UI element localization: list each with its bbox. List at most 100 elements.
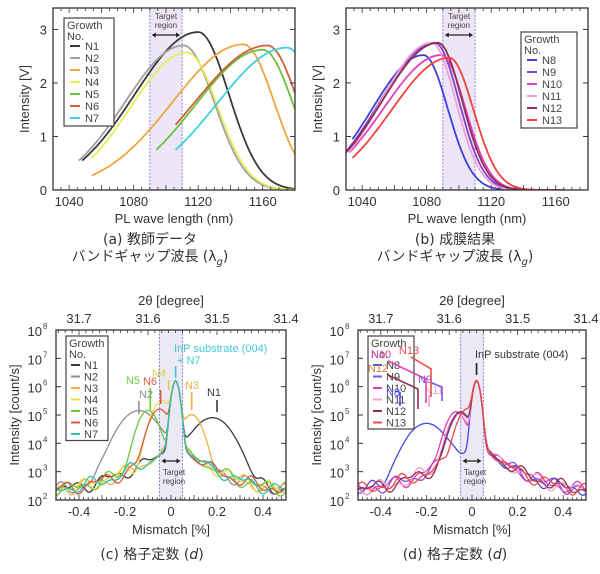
series-line-N13 (358, 379, 586, 496)
y-tick-label: 10 (330, 381, 344, 396)
x-tick-label: 0.2 (208, 504, 226, 519)
annotation-marker (410, 356, 432, 397)
annotation-N4: N4 (152, 368, 166, 380)
legend-title: No. (524, 45, 541, 57)
legend-label-N1: N1 (85, 41, 99, 53)
legend-label-N10: N10 (542, 79, 562, 91)
y-tick-exponent: 3 (43, 464, 48, 473)
target-arrow-head (462, 458, 482, 464)
y-tick-label: 2 (40, 76, 47, 91)
annotation-InP-substrate-004-: InP substrate (004) (174, 343, 267, 355)
target-region (460, 330, 484, 500)
legend-label-N4: N4 (85, 77, 99, 89)
caption-d-var: d (492, 547, 502, 563)
legend-title: Growth (67, 20, 102, 32)
caption-d: (d) 格子定数 (d) (305, 547, 600, 564)
annotation-N10: N10 (371, 349, 391, 361)
y-tick-exponent: 4 (43, 435, 48, 444)
y-axis-label: Intensity [count/s] (309, 364, 324, 465)
caption-c: (c) 格子定数 (d) (2, 547, 302, 564)
x-tick-label: -0.2 (415, 504, 437, 519)
x-tick-label: 1040 (348, 194, 377, 209)
legend-label-N6: N6 (84, 418, 98, 430)
target-label: region (448, 21, 470, 30)
x-tick-label: 1120 (184, 194, 212, 209)
y-tick-label: 10 (330, 352, 344, 367)
y-tick-label: 10 (330, 437, 344, 452)
annotation-N12: N12 (368, 363, 388, 375)
x-tick-label: 1080 (119, 194, 148, 209)
x-tick-label: 1160 (249, 194, 277, 209)
caption-a-text: バンドギャップ波長 (λ (71, 249, 217, 265)
legend-label-N8: N8 (386, 360, 400, 372)
top-x-tick-label: 31.7 (368, 311, 393, 326)
legend-label-N3: N3 (84, 383, 98, 395)
target-region (159, 330, 183, 500)
legend-label-N7: N7 (85, 113, 99, 125)
legend-label-N12: N12 (542, 103, 562, 115)
top-x-tick-label: 31.6 (135, 311, 160, 326)
y-tick-label: 3 (333, 22, 340, 37)
legend-label-N10: N10 (386, 383, 406, 395)
y-tick-exponent: 7 (43, 350, 48, 359)
x-tick-label: 0.4 (554, 504, 572, 519)
legend-label-N3: N3 (85, 65, 99, 77)
y-tick-exponent: 8 (43, 322, 48, 331)
top-x-tick-label: 31.4 (273, 311, 298, 326)
caption-b: (b) 成膜結果 バンドギャップ波長 (λg) (305, 232, 600, 271)
series-line-N3 (91, 43, 295, 177)
y-tick-exponent: 5 (345, 407, 350, 416)
legend-label-N5: N5 (85, 89, 99, 101)
legend-box (520, 31, 578, 129)
series-line-N1 (81, 31, 295, 190)
y-axis-label: Intensity [count/s] (7, 364, 22, 465)
y-tick-label: 10 (28, 466, 42, 481)
caption-a-close: ) (222, 249, 229, 265)
y-tick-label: 10 (330, 324, 344, 339)
series-line-N7 (174, 46, 295, 151)
x-axis-label: Mismatch [%] (433, 522, 511, 537)
x-tick-label: 0 (468, 504, 475, 519)
y-tick-exponent: 6 (345, 379, 350, 388)
annotation-N3: N3 (185, 380, 199, 392)
target-label: region (163, 477, 185, 486)
x-tick-label: 0.2 (509, 504, 527, 519)
legend-label-N5: N5 (84, 406, 98, 418)
y-tick-label: 10 (330, 494, 344, 509)
caption-b-line1: (b) 成膜結果 (414, 232, 496, 248)
x-tick-label: -0.2 (114, 504, 136, 519)
x-tick-label: 0 (167, 504, 174, 519)
annotation-marker (431, 382, 443, 401)
top-x-tick-label: 31.7 (66, 311, 91, 326)
x-axis-label: PL wave length (nm) (115, 211, 234, 226)
legend-title: Growth (524, 34, 559, 46)
legend-title: No. (67, 31, 84, 43)
y-tick-exponent: 2 (345, 492, 350, 501)
target-label: region (155, 21, 177, 30)
series-line-N11 (348, 41, 566, 190)
legend-label-N13: N13 (542, 115, 562, 127)
series-line-N7 (56, 380, 286, 495)
y-tick-exponent: 5 (43, 407, 48, 416)
legend-title: No. (69, 349, 86, 361)
y-tick-label: 10 (330, 466, 344, 481)
legend-label-N7: N7 (84, 429, 98, 441)
y-tick-label: 10 (28, 494, 42, 509)
target-label: Target (448, 12, 471, 21)
annotation-N13: N13 (399, 345, 419, 357)
caption-c-text: (c) 格子定数 ( (100, 547, 190, 563)
legend-label-N8: N8 (542, 55, 556, 67)
x-tick-label: 1120 (477, 194, 505, 209)
legend-label-N12: N12 (386, 406, 406, 418)
caption-d-close: ) (501, 547, 508, 563)
caption-b-subscript: g (521, 256, 528, 268)
y-tick-label: 10 (28, 409, 42, 424)
